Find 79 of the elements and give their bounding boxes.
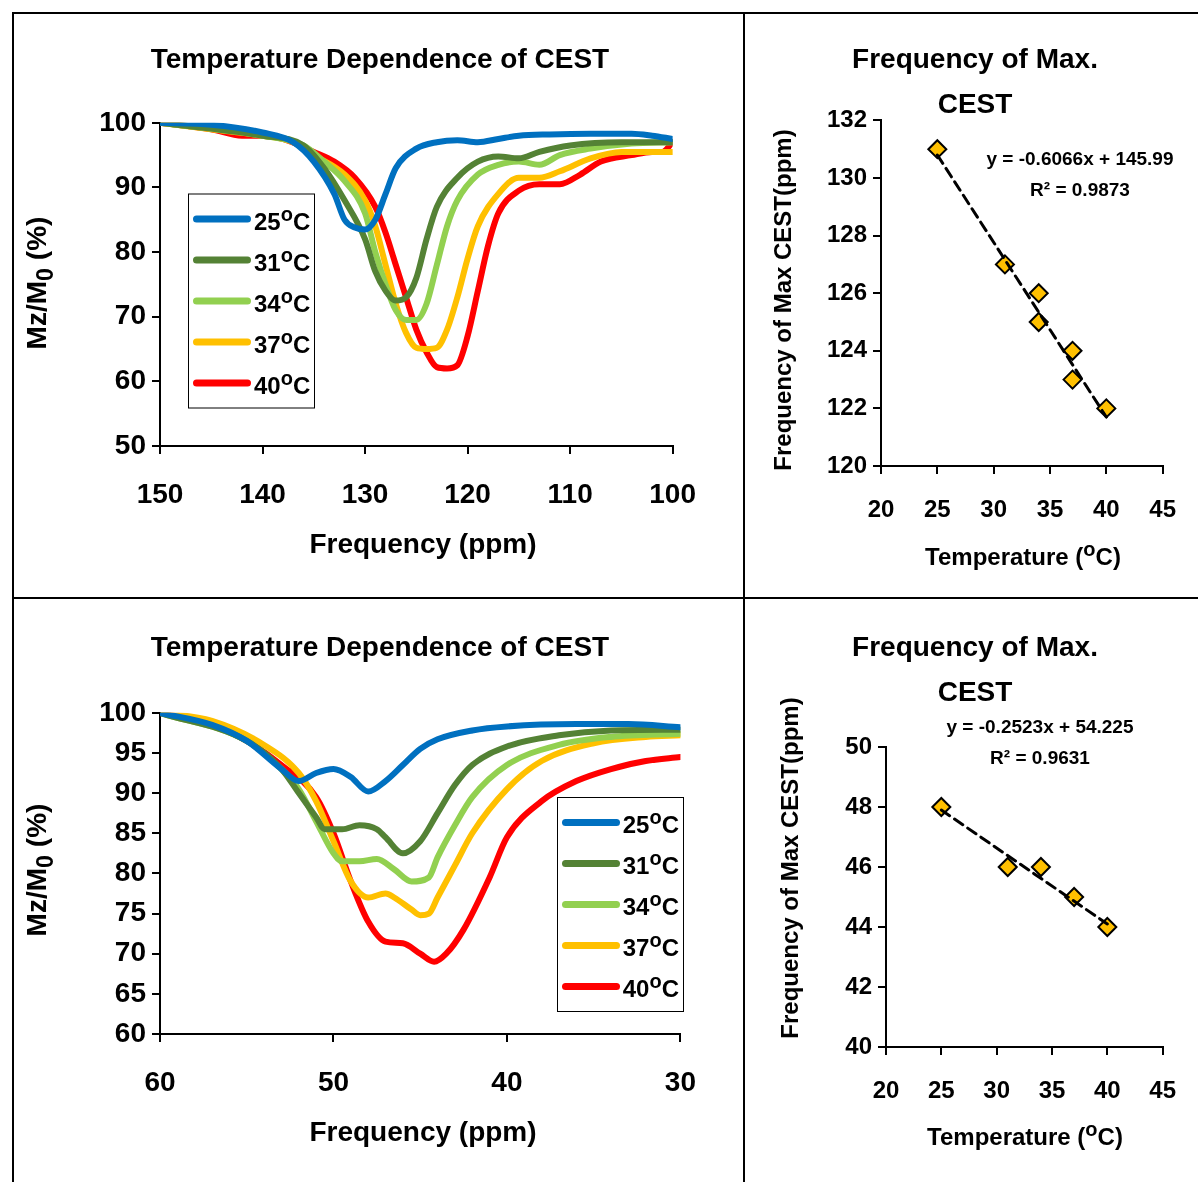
y-tick-label: 95 (114, 735, 146, 767)
point (1062, 340, 1083, 361)
y-tick-label: 80 (114, 856, 146, 888)
annotation: y = -0.6066x + 145.99 (986, 148, 1174, 170)
y-tick-label: 100 (99, 695, 146, 727)
y-tick-label: 75 (114, 896, 146, 928)
point (1030, 857, 1051, 877)
legend-label: 37$^{o}$C (622, 929, 679, 962)
text: y = -0.2523x + 54.225 (946, 716, 1134, 738)
y-tick-label: 90 (114, 775, 146, 807)
x-tick-label: 60 (144, 1065, 176, 1097)
y-tick-label: 42 (845, 971, 872, 999)
x-tick-label: 30 (983, 1076, 1011, 1104)
x-tick-label: 35 (1038, 1076, 1066, 1104)
x-axis-title: Temperature ($^{o}$C) (925, 538, 1121, 571)
x-tick-label: 40 (491, 1065, 523, 1097)
x-axis-title: Frequency (ppm) (309, 1116, 537, 1148)
x-tick-label: 45 (1149, 1076, 1176, 1104)
point (1062, 369, 1083, 390)
y-tick-label: 100 (99, 105, 146, 137)
x-axis-title: Frequency (ppm) (309, 528, 537, 560)
annotation: R² = 0.9873 (1030, 179, 1130, 201)
legend-label: 31$^{o}$C (254, 243, 311, 277)
x-tick-label: 50 (317, 1065, 350, 1097)
x-tick-label: 30 (980, 495, 1008, 523)
y-tick-label: 44 (845, 911, 873, 939)
legend-label: 25$^{o}$C (622, 806, 679, 839)
x-tick-label: 45 (1149, 495, 1176, 523)
y-axis-title: Frequency of Max CEST(ppm) (776, 697, 804, 1039)
y-tick-label: 80 (114, 234, 146, 266)
x-tick-label: 25 (927, 1076, 955, 1104)
legend-label: 34$^{o}$C (622, 888, 679, 921)
x-tick-label: 150 (136, 477, 184, 509)
legend-label: 40$^{o}$C (254, 366, 311, 400)
point (927, 139, 948, 160)
x-tick-label: 100 (649, 477, 696, 509)
x-axis-title: Temperature ($^{o}$C) (927, 1118, 1123, 1151)
y-tick-label: 50 (114, 428, 146, 460)
x-tick-label: 40 (1092, 495, 1120, 523)
y-tick-label: 124 (826, 335, 868, 363)
point (1028, 283, 1049, 304)
y-tick-label: 40 (845, 1031, 872, 1059)
legend-label: 25$^{o}$C (254, 202, 311, 236)
y-tick-label: 90 (114, 170, 146, 202)
x-tick-label: 110 (547, 477, 593, 509)
x-tick-label: 20 (872, 1076, 900, 1104)
x-tick-label: 140 (239, 477, 286, 509)
legend-label: 34$^{o}$C (254, 284, 311, 318)
y-tick-label: 70 (114, 936, 146, 968)
legend-label: 37$^{o}$C (254, 325, 311, 359)
chart-title: Temperature Dependence of CEST (149, 42, 611, 76)
y-tick-label: 120 (826, 450, 867, 478)
y-tick-label: 60 (114, 1016, 146, 1048)
y-tick-label: 128 (826, 220, 867, 248)
legend-label: 40$^{o}$C (622, 970, 679, 1003)
y-tick-label: 50 (845, 731, 872, 759)
y-tick-label: 65 (114, 976, 146, 1008)
x-tick-label: 130 (341, 477, 389, 509)
y-tick-label: 130 (826, 162, 867, 190)
x-tick-label: 120 (444, 477, 491, 509)
annotation: R² = 0.9631 (990, 747, 1090, 769)
y-tick-label: 46 (845, 851, 872, 879)
point (997, 857, 1018, 877)
chart-title: Temperature Dependence of CEST (149, 630, 611, 664)
x-tick-label: 40 (1093, 1076, 1121, 1104)
y-tick-label: 48 (845, 791, 872, 819)
legend-label: 31$^{o}$C (622, 847, 679, 880)
chart-title: Frequency of Max. CEST (851, 630, 1099, 709)
y-tick-label: 122 (826, 393, 867, 421)
x-tick-label: 20 (867, 495, 895, 523)
y-tick-label: 60 (114, 364, 146, 396)
x-tick-label: 30 (664, 1065, 697, 1097)
y-axis-title: Frequency of Max CEST(ppm) (769, 129, 797, 471)
y-tick-label: 70 (114, 299, 146, 331)
x-tick-label: 35 (1036, 495, 1064, 523)
x-tick-label: 25 (923, 495, 951, 523)
y-tick-label: 85 (114, 815, 146, 847)
y-tick-label: 126 (826, 277, 867, 305)
point (931, 797, 952, 817)
